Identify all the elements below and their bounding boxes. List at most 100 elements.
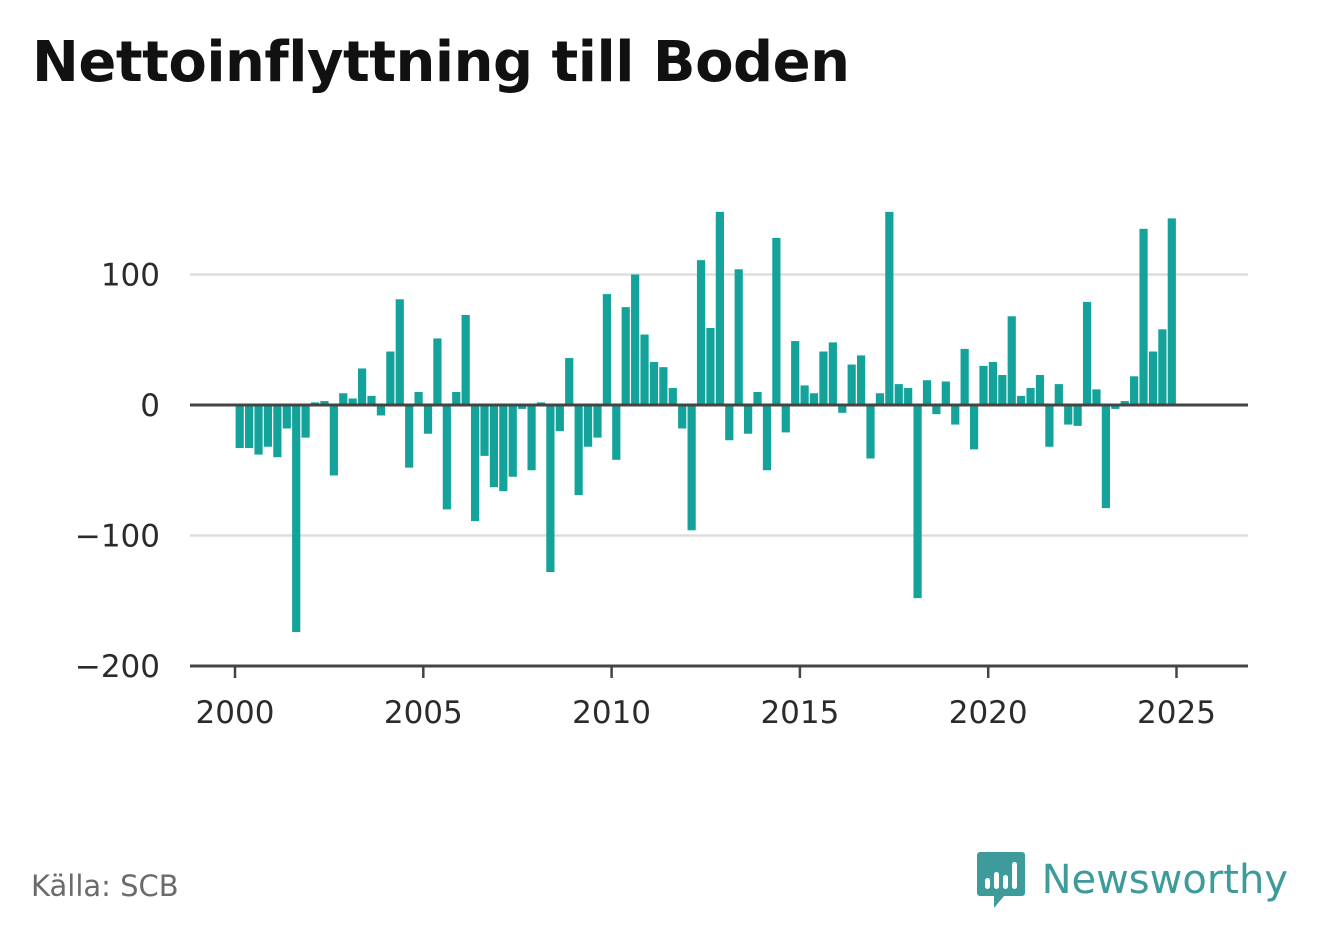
bar [602,294,611,405]
bar [329,405,338,476]
bar [348,398,357,405]
bar [922,380,932,405]
bar [885,211,894,405]
bar [1007,316,1016,405]
bar [668,388,677,405]
bar [574,405,583,496]
bar [1092,389,1101,405]
bar [678,405,687,429]
bar [376,405,386,416]
bar [847,364,856,405]
bar [546,405,555,573]
bar [292,405,301,633]
bar [1111,405,1120,409]
bar [1017,395,1026,405]
bar [913,405,922,599]
bar-chart-speech-bubble-icon [976,852,1025,908]
bar [489,405,499,488]
x-tick-label: 2025 [1137,695,1216,731]
bar [414,391,423,405]
bar [857,355,866,405]
bar [998,374,1007,405]
bar [386,351,395,405]
bar [282,405,291,429]
bar [904,388,913,405]
bar [631,274,640,405]
bar [339,393,348,405]
bar [518,405,527,409]
bar [1130,376,1139,405]
axes [190,403,1248,678]
bar [791,341,800,405]
bar [951,405,960,425]
bar [320,401,329,405]
bar [1073,405,1082,426]
bar [263,405,273,447]
bar [715,211,724,405]
bar [1158,329,1167,405]
bar [452,391,461,405]
bar [894,384,903,405]
bar [649,361,659,405]
x-tick-label: 2010 [572,695,651,731]
x-tick-label: 2020 [949,695,1028,731]
bar [706,328,715,405]
bar [1148,351,1158,405]
bar [809,393,819,405]
bar [555,405,564,432]
bar [423,405,433,434]
bar [800,385,809,405]
bar [819,351,828,405]
source-note: Källa: SCB [31,869,179,903]
bar [744,405,753,434]
y-tick-label: −200 [75,649,160,685]
bar-series [235,211,1176,633]
bar [725,405,734,441]
bar [508,405,517,477]
bar [781,405,790,433]
brand-logo: Newsworthy [976,850,1288,910]
bar [1026,388,1035,405]
bar [433,338,442,405]
bar [499,405,508,492]
bar [1101,405,1110,509]
y-tick-label: 100 [101,258,160,294]
bar [1167,218,1176,405]
bar [273,405,282,458]
bar [358,368,367,405]
bar [565,358,574,405]
bar [762,405,772,471]
bar [932,405,941,415]
bar [245,405,254,449]
bar [969,405,979,450]
tick-labels: −200 −100 0 100 2000 2005 2010 2015 2020 2025 [75,258,1216,732]
bar [527,405,536,471]
bar [687,405,696,531]
bar [772,237,781,405]
bar [659,367,668,405]
bar [1035,374,1045,405]
bar [461,314,470,405]
x-tick-label: 2000 [196,695,275,731]
bar [866,405,875,459]
bar [593,405,602,438]
x-tick-label: 2005 [384,695,463,731]
bar [583,405,593,447]
bar [979,365,988,405]
bar [367,395,376,405]
bar [470,405,480,522]
bar [696,260,706,405]
bar [235,405,244,449]
bar [1082,301,1092,405]
bar [1054,384,1063,405]
bar [405,405,414,468]
bar [875,393,885,405]
bar [1045,405,1054,447]
bar [395,299,404,405]
bar [442,405,451,510]
bar [254,405,263,455]
bar [480,405,489,456]
bar [960,348,969,405]
brand-name: Newsworthy [1041,857,1288,903]
